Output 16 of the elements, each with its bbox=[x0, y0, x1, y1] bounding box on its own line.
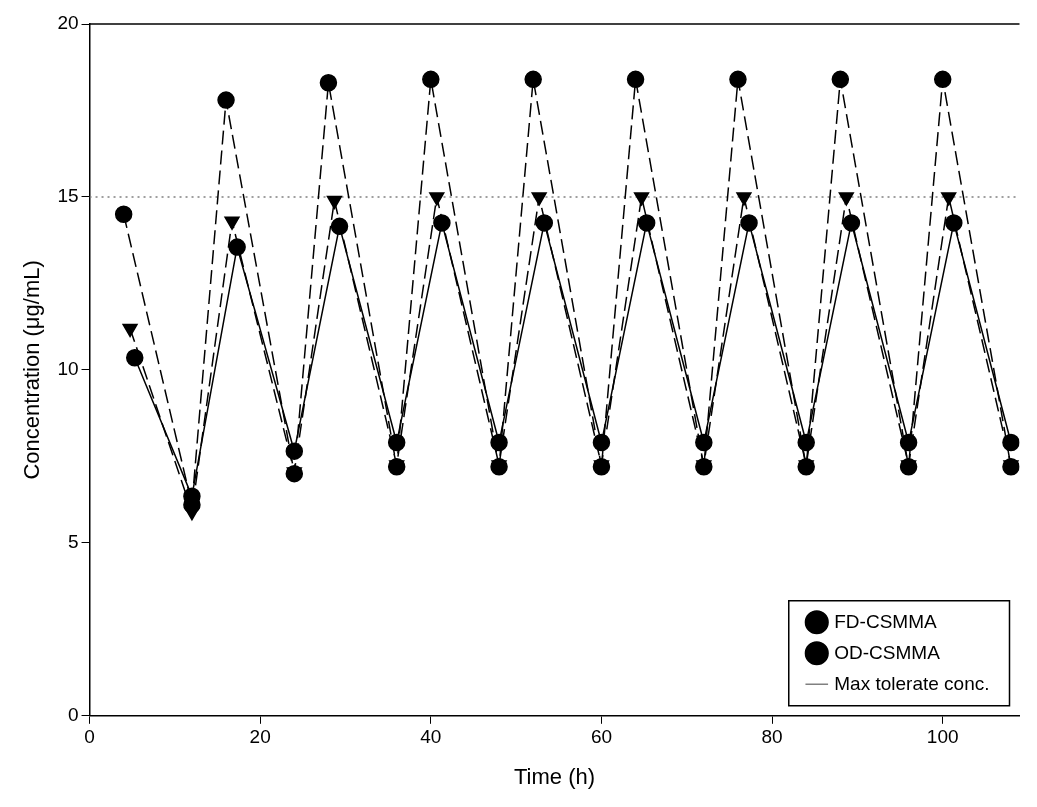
legend-label: FD-CSMMA bbox=[834, 610, 937, 632]
x-axis-title: Time (h) bbox=[513, 763, 596, 789]
y-axis-title: Concentration (μg/mL) bbox=[19, 260, 45, 480]
y-tick-label: 20 bbox=[57, 12, 79, 34]
legend-label: OD-CSMMA bbox=[834, 641, 941, 663]
x-tick-label: 80 bbox=[761, 726, 783, 748]
y-tick-label: 10 bbox=[57, 358, 79, 380]
x-tick-label: 100 bbox=[926, 726, 959, 748]
x-tick-label: 0 bbox=[84, 726, 95, 748]
x-tick-label: 40 bbox=[420, 726, 442, 748]
y-tick-label: 5 bbox=[67, 531, 79, 553]
x-tick-label: 20 bbox=[249, 726, 271, 748]
legend-label: Max tolerate conc. bbox=[834, 672, 990, 694]
y-tick-label: 0 bbox=[67, 704, 79, 726]
y-tick-label: 15 bbox=[57, 185, 79, 207]
x-tick-label: 60 bbox=[590, 726, 613, 748]
